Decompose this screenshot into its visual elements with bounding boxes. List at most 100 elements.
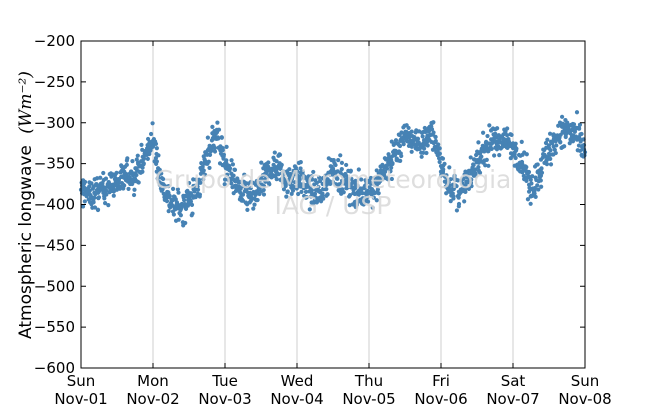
data-point [167, 193, 172, 199]
data-point [436, 156, 442, 161]
data-point [421, 146, 427, 151]
data-point [111, 193, 116, 198]
data-point [466, 186, 471, 192]
data-point [389, 176, 394, 182]
data-point [479, 154, 484, 159]
data-points [78, 110, 588, 228]
data-point [530, 174, 535, 179]
data-point [559, 114, 565, 119]
data-point [538, 178, 543, 183]
data-point [386, 152, 391, 157]
data-point [390, 161, 395, 166]
data-point [92, 205, 98, 210]
data-point [552, 147, 557, 152]
data-point [148, 131, 154, 137]
x-tick-day-label: Sun [67, 372, 96, 390]
data-point [535, 162, 540, 167]
data-point [186, 194, 191, 199]
data-point [173, 197, 178, 202]
data-point [307, 207, 312, 212]
data-point [433, 134, 438, 139]
data-point [117, 185, 122, 190]
data-point [371, 195, 376, 200]
data-point [296, 191, 301, 197]
data-point [82, 199, 87, 204]
data-point [543, 140, 549, 146]
data-point [101, 170, 106, 176]
data-point [131, 192, 137, 198]
data-point [201, 177, 206, 182]
data-point [195, 187, 201, 192]
data-point [255, 197, 260, 203]
data-point [324, 182, 329, 188]
data-point [536, 187, 541, 192]
data-point [401, 142, 406, 147]
data-point [388, 169, 393, 174]
data-point [103, 176, 109, 181]
data-point [463, 189, 468, 195]
data-point [509, 132, 514, 138]
data-point [274, 176, 279, 182]
data-point [425, 143, 430, 148]
data-point [361, 202, 366, 207]
data-point [261, 187, 266, 193]
data-point [312, 191, 318, 196]
data-point [366, 189, 371, 194]
y-tick-label: −350 [34, 155, 75, 173]
data-point [114, 170, 119, 175]
x-tick-date-label: Nov-04 [270, 390, 323, 408]
data-point [222, 182, 227, 187]
data-point [87, 188, 92, 193]
data-point [539, 166, 544, 171]
data-point [339, 160, 345, 165]
data-point [398, 158, 403, 163]
data-point [229, 181, 234, 186]
data-point [526, 170, 531, 175]
data-point [240, 192, 246, 197]
data-point [298, 160, 303, 165]
data-point [287, 167, 292, 172]
data-point [374, 198, 379, 203]
data-point [210, 124, 215, 129]
data-point [141, 156, 147, 161]
data-point [170, 186, 176, 191]
y-tick-label: −600 [34, 359, 75, 377]
data-point [154, 146, 159, 151]
data-point [266, 160, 271, 165]
data-point [325, 192, 330, 197]
data-point [220, 146, 225, 151]
data-point [104, 192, 109, 197]
data-point [160, 187, 165, 192]
data-point [513, 155, 518, 161]
data-point [209, 148, 214, 153]
data-point [154, 159, 159, 164]
data-point [124, 158, 129, 163]
data-point [221, 152, 227, 157]
data-point [95, 207, 101, 213]
data-point [493, 131, 498, 136]
data-point [476, 140, 481, 145]
data-point [182, 198, 187, 203]
data-point [476, 165, 481, 170]
x-tick-day-label: Mon [137, 372, 169, 390]
data-point [281, 169, 286, 174]
data-point [528, 201, 533, 206]
data-point [448, 199, 453, 204]
data-point [91, 198, 96, 204]
data-point [456, 201, 462, 207]
data-point [212, 149, 218, 154]
data-point [487, 123, 492, 128]
data-point [231, 173, 236, 178]
data-point [440, 156, 446, 161]
data-point [420, 134, 425, 139]
data-point [227, 168, 232, 173]
data-point [309, 188, 315, 193]
x-tick-day-label: Tue [211, 372, 238, 390]
data-point [140, 165, 145, 170]
data-point [175, 187, 180, 192]
data-point [283, 182, 288, 187]
data-point [134, 172, 139, 178]
data-point [452, 173, 457, 178]
data-point [309, 174, 314, 179]
